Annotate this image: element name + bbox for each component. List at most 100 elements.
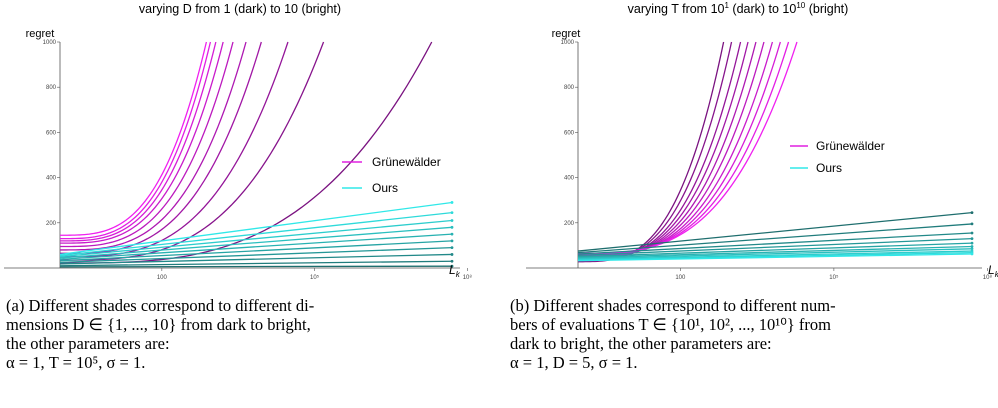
x-tick-label: 10⁸ <box>463 274 473 281</box>
x-ticks: 100 10⁵ 10⁸ <box>675 268 992 281</box>
ours-line-endpoint <box>970 241 974 245</box>
series-ours <box>59 201 454 268</box>
ours-line-endpoint <box>970 252 974 256</box>
ours-line-endpoint <box>970 245 974 248</box>
ours-line <box>59 226 453 259</box>
y-axis-label: regret <box>26 28 55 40</box>
legend-label-ours: Ours <box>372 181 398 195</box>
ours-line-endpoint <box>450 232 454 236</box>
grunewalder-line <box>60 41 217 242</box>
grunewalder-line <box>60 41 262 254</box>
ours-line-endpoint <box>970 222 974 226</box>
ours-line <box>59 211 453 257</box>
caption-b: (b) Different shades correspond to diffe… <box>510 296 998 372</box>
ours-line <box>577 248 973 260</box>
subfigure-a: varying D from 1 (dark) to 10 (bright) r… <box>0 0 472 408</box>
x-tick-label: 10⁵ <box>310 274 320 281</box>
ours-line-endpoint <box>450 211 454 215</box>
ours-line <box>577 232 973 255</box>
ours-line-endpoint <box>970 231 974 235</box>
ours-line-endpoint <box>450 246 454 250</box>
grunewalder-line <box>578 41 781 256</box>
ours-line-endpoint <box>450 219 454 222</box>
chart-title: varying T from 101 (dark) to 1010 (brigh… <box>628 1 849 16</box>
ours-line <box>577 245 973 259</box>
ours-line-endpoint <box>450 239 454 243</box>
y-axis-label: regret <box>552 28 581 40</box>
ours-line <box>59 253 453 265</box>
ours-line <box>59 240 453 262</box>
chart-title: varying D from 1 (dark) to 10 (bright) <box>139 2 341 16</box>
caption-line: (a) Different shades correspond to diffe… <box>6 296 315 315</box>
grunewalder-line <box>60 41 212 240</box>
subfigure-b: varying T from 101 (dark) to 1010 (brigh… <box>502 0 998 408</box>
grunewalder-line <box>60 41 325 261</box>
ours-line <box>59 233 453 261</box>
ours-line-endpoint <box>970 247 974 251</box>
x-axis-label: Lk <box>988 263 998 279</box>
legend-label-grunewalder: Grünewälder <box>816 139 885 153</box>
chart-b: varying T from 101 (dark) to 1010 (brigh… <box>526 1 998 281</box>
y-tick-label: 600 <box>46 130 57 136</box>
ours-line <box>577 250 973 261</box>
x-tick-label: 10⁵ <box>829 274 839 281</box>
y-tick-label: 400 <box>46 176 57 182</box>
caption-line: mensions D ∈ {1, ..., 10} from dark to b… <box>6 315 311 334</box>
grunewalder-line <box>60 41 247 251</box>
ours-line-endpoint <box>450 259 454 263</box>
legend-label-ours: Ours <box>816 161 842 175</box>
caption-line: α = 1, T = 10⁵, σ = 1. <box>6 353 146 372</box>
legend-label-grunewalder: Grünewälder <box>372 155 441 169</box>
y-tick-label: 800 <box>46 85 57 91</box>
y-ticks: 200 400 600 800 1000 <box>43 40 60 227</box>
legend: Grünewälder Ours <box>342 155 441 195</box>
x-tick-label: 100 <box>675 275 686 281</box>
ours-line <box>577 253 973 262</box>
series-grunewalder <box>578 41 798 263</box>
ours-line <box>577 211 973 252</box>
grunewalder-line <box>578 41 774 257</box>
caption-line: bers of evaluations T ∈ {10¹, 10², ..., … <box>510 315 831 334</box>
grunewalder-line <box>60 41 289 258</box>
y-tick-label: 200 <box>564 221 575 227</box>
y-tick-label: 200 <box>46 221 57 227</box>
ours-line-endpoint <box>450 264 454 268</box>
ours-line <box>59 219 453 258</box>
ours-line-endpoint <box>450 253 454 256</box>
grunewalder-line <box>578 41 757 259</box>
caption-line: the other parameters are: <box>6 334 170 353</box>
series-ours <box>577 211 974 262</box>
x-axis-label: Lk <box>449 263 461 279</box>
grunewalder-line <box>60 41 208 236</box>
y-tick-label: 1000 <box>561 40 575 46</box>
grunewalder-line <box>578 41 765 258</box>
ours-line <box>59 260 453 267</box>
ours-line <box>59 265 453 268</box>
ours-line <box>59 201 453 256</box>
ours-line-endpoint <box>450 201 454 204</box>
ours-line-endpoint <box>450 225 454 229</box>
ours-line-endpoint <box>970 211 974 215</box>
caption-a: (a) Different shades correspond to diffe… <box>6 296 458 372</box>
caption-line: α = 1, D = 5, σ = 1. <box>510 353 638 372</box>
grunewalder-line <box>60 41 224 244</box>
y-tick-label: 800 <box>564 85 575 91</box>
caption-line: dark to bright, the other parameters are… <box>510 334 772 353</box>
y-tick-label: 400 <box>564 176 575 182</box>
x-tick-label: 100 <box>157 275 168 281</box>
chart-a: varying D from 1 (dark) to 10 (bright) r… <box>4 2 472 281</box>
y-ticks: 200 400 600 800 1000 <box>561 40 578 227</box>
ours-line <box>577 251 973 261</box>
y-tick-label: 1000 <box>43 40 57 46</box>
caption-line: (b) Different shades correspond to diffe… <box>510 296 836 315</box>
legend: Grünewälder Ours <box>790 139 885 175</box>
ours-line <box>577 242 973 258</box>
x-ticks: 100 10⁵ 10⁸ <box>157 268 473 281</box>
ours-line <box>59 247 453 263</box>
ours-line <box>577 237 973 256</box>
grunewalder-line <box>578 41 749 260</box>
x-tick-label: 10⁸ <box>983 274 993 281</box>
ours-line <box>577 223 973 254</box>
grunewalder-line <box>60 41 234 248</box>
y-tick-label: 600 <box>564 130 575 136</box>
